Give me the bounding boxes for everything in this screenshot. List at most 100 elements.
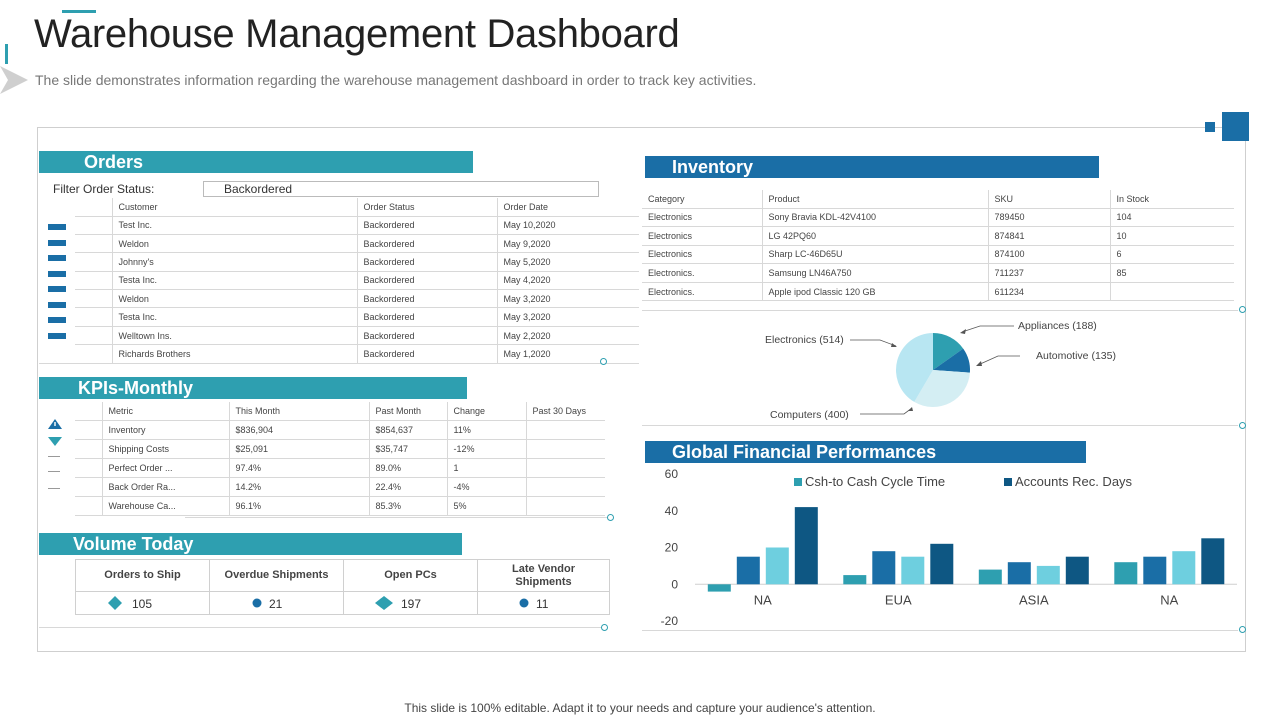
- order-date: May 2,2020: [497, 326, 639, 346]
- table-row[interactable]: Johnny's Backordered May 5,2020: [75, 252, 639, 272]
- chevron-right-icon: [0, 66, 28, 94]
- pie-slice: [933, 333, 964, 370]
- table-row[interactable]: Perfect Order ... 97.4% 89.0% 1: [75, 458, 605, 478]
- order-date: May 10,2020: [497, 216, 639, 235]
- volume-col-overdue-shipments: Overdue Shipments 21: [210, 560, 344, 614]
- filter-order-status-input[interactable]: Backordered: [203, 181, 599, 197]
- row-marker-icon: [48, 224, 66, 230]
- inventory-product: Samsung LN46A750: [762, 263, 989, 283]
- volume-col-label: Late Vendor Shipments: [478, 560, 609, 592]
- bar: [1114, 562, 1138, 585]
- orders-col-date: Order Date: [497, 198, 639, 217]
- table-row[interactable]: Weldon Backordered May 9,2020: [75, 234, 639, 254]
- volume-divider: [39, 627, 604, 628]
- y-tick-label: 40: [665, 504, 679, 518]
- table-row[interactable]: Electronics. Samsung LN46A750 711237 85: [642, 263, 1234, 283]
- row-marker-icon: [48, 302, 66, 308]
- kpi-this-month: $25,091: [229, 439, 370, 459]
- resize-handle[interactable]: [1239, 306, 1246, 313]
- table-row[interactable]: Testa Inc. Backordered May 4,2020: [75, 271, 639, 291]
- inventory-in-stock: [1110, 282, 1234, 302]
- bar: [872, 551, 896, 585]
- kpi-metric: Perfect Order ...: [102, 458, 230, 478]
- table-row[interactable]: Shipping Costs $25,091 $35,747 -12%: [75, 439, 605, 459]
- legend-swatch-accounts-rec: [1004, 478, 1012, 486]
- order-customer: Weldon: [112, 289, 358, 309]
- kpis-divider: [185, 517, 610, 518]
- kpi-this-month: 14.2%: [229, 477, 370, 497]
- inventory-pie-chart: [895, 333, 970, 408]
- orders-divider: [39, 363, 604, 364]
- kpis-table: Metric This Month Past Month Change Past…: [75, 402, 605, 516]
- legend-label-cash-cycle: Csh-to Cash Cycle Time: [805, 474, 945, 489]
- inventory-col-category: Category: [642, 190, 763, 209]
- order-customer: Weldon: [112, 234, 358, 254]
- inventory-category: Electronics: [642, 245, 763, 265]
- table-row[interactable]: Electronics LG 42PQ60 874841 10: [642, 226, 1234, 246]
- table-row[interactable]: Electronics. Apple ipod Classic 120 GB 611…: [642, 282, 1234, 302]
- inventory-product: LG 42PQ60: [762, 226, 989, 246]
- kpi-past-month: 22.4%: [369, 477, 448, 497]
- resize-handle[interactable]: [1239, 422, 1246, 429]
- orders-col-status: Order Status: [357, 198, 498, 217]
- row-marker-icon: [48, 255, 66, 261]
- order-status: Backordered: [357, 271, 498, 291]
- table-row[interactable]: Richards Brothers Backordered May 1,2020: [75, 344, 639, 364]
- table-row[interactable]: Electronics Sharp LC-46D65U 874100 6: [642, 245, 1234, 265]
- volume-col-label: Open PCs: [344, 560, 477, 592]
- chart-divider: [642, 630, 1238, 631]
- x-tick-label: EUA: [885, 592, 912, 607]
- inventory-category: Electronics.: [642, 263, 763, 283]
- kpi-metric: Back Order Ra...: [102, 477, 230, 497]
- table-row[interactable]: Electronics Sony Bravia KDL-42V4100 789450…: [642, 208, 1234, 228]
- resize-handle[interactable]: [607, 514, 614, 521]
- orders-header-row: Customer Order Status Order Date: [75, 198, 639, 217]
- kpi-past-month: 85.3%: [369, 496, 448, 516]
- kpi-change: 5%: [447, 496, 527, 516]
- table-row[interactable]: Test Inc. Backordered May 10,2020: [75, 216, 639, 235]
- dash-icon: [48, 456, 60, 457]
- footer-note: This slide is 100% editable. Adapt it to…: [404, 701, 876, 715]
- kpi-past-month: $854,637: [369, 420, 448, 440]
- table-row[interactable]: Inventory $836,904 $854,637 11%: [75, 420, 605, 440]
- pie-slice: [914, 370, 970, 408]
- table-row[interactable]: Weldon Backordered May 3,2020: [75, 289, 639, 309]
- inventory-product: Sony Bravia KDL-42V4100: [762, 208, 989, 228]
- bar: [978, 569, 1002, 585]
- resize-handle[interactable]: [601, 624, 608, 631]
- order-status: Backordered: [357, 326, 498, 346]
- table-row[interactable]: Welltown Ins. Backordered May 2,2020: [75, 326, 639, 346]
- bar: [1143, 556, 1167, 585]
- volume-col-label: Overdue Shipments: [210, 560, 343, 592]
- inventory-in-stock: 10: [1110, 226, 1234, 246]
- order-customer: Testa Inc.: [112, 271, 358, 291]
- table-row[interactable]: Back Order Ra... 14.2% 22.4% -4%: [75, 477, 605, 497]
- resize-handle[interactable]: [600, 358, 607, 365]
- table-row[interactable]: Warehouse Ca... 96.1% 85.3% 5%: [75, 496, 605, 516]
- bar: [1201, 538, 1225, 585]
- row-marker-icon: [48, 317, 66, 323]
- kpi-this-month: 96.1%: [229, 496, 370, 516]
- inventory-sku: 874100: [988, 245, 1111, 265]
- volume-value: 11: [536, 597, 549, 611]
- pie-slice: [933, 348, 970, 373]
- kpi-past-30: [526, 439, 605, 459]
- y-tick-label: 60: [665, 467, 679, 481]
- diamond-icon: [375, 596, 393, 610]
- inventory-in-stock: 104: [1110, 208, 1234, 228]
- volume-col-open-pcs: Open PCs 197: [344, 560, 478, 614]
- bar: [1007, 562, 1031, 585]
- inventory-table: Category Product SKU In Stock Electronic…: [642, 190, 1234, 302]
- table-row[interactable]: Testa Inc. Backordered May 3,2020: [75, 307, 639, 327]
- y-tick-label: 0: [671, 577, 678, 591]
- resize-handle[interactable]: [1239, 626, 1246, 633]
- order-customer: Welltown Ins.: [112, 326, 358, 346]
- kpi-metric: Warehouse Ca...: [102, 496, 230, 516]
- page-title: Warehouse Management Dashboard: [34, 12, 680, 56]
- inventory-in-stock: 85: [1110, 263, 1234, 283]
- order-status: Backordered: [357, 234, 498, 254]
- inventory-category: Electronics: [642, 208, 763, 228]
- dot-icon: [252, 598, 262, 608]
- inventory-sku: 711237: [988, 263, 1111, 283]
- bar: [1172, 551, 1196, 585]
